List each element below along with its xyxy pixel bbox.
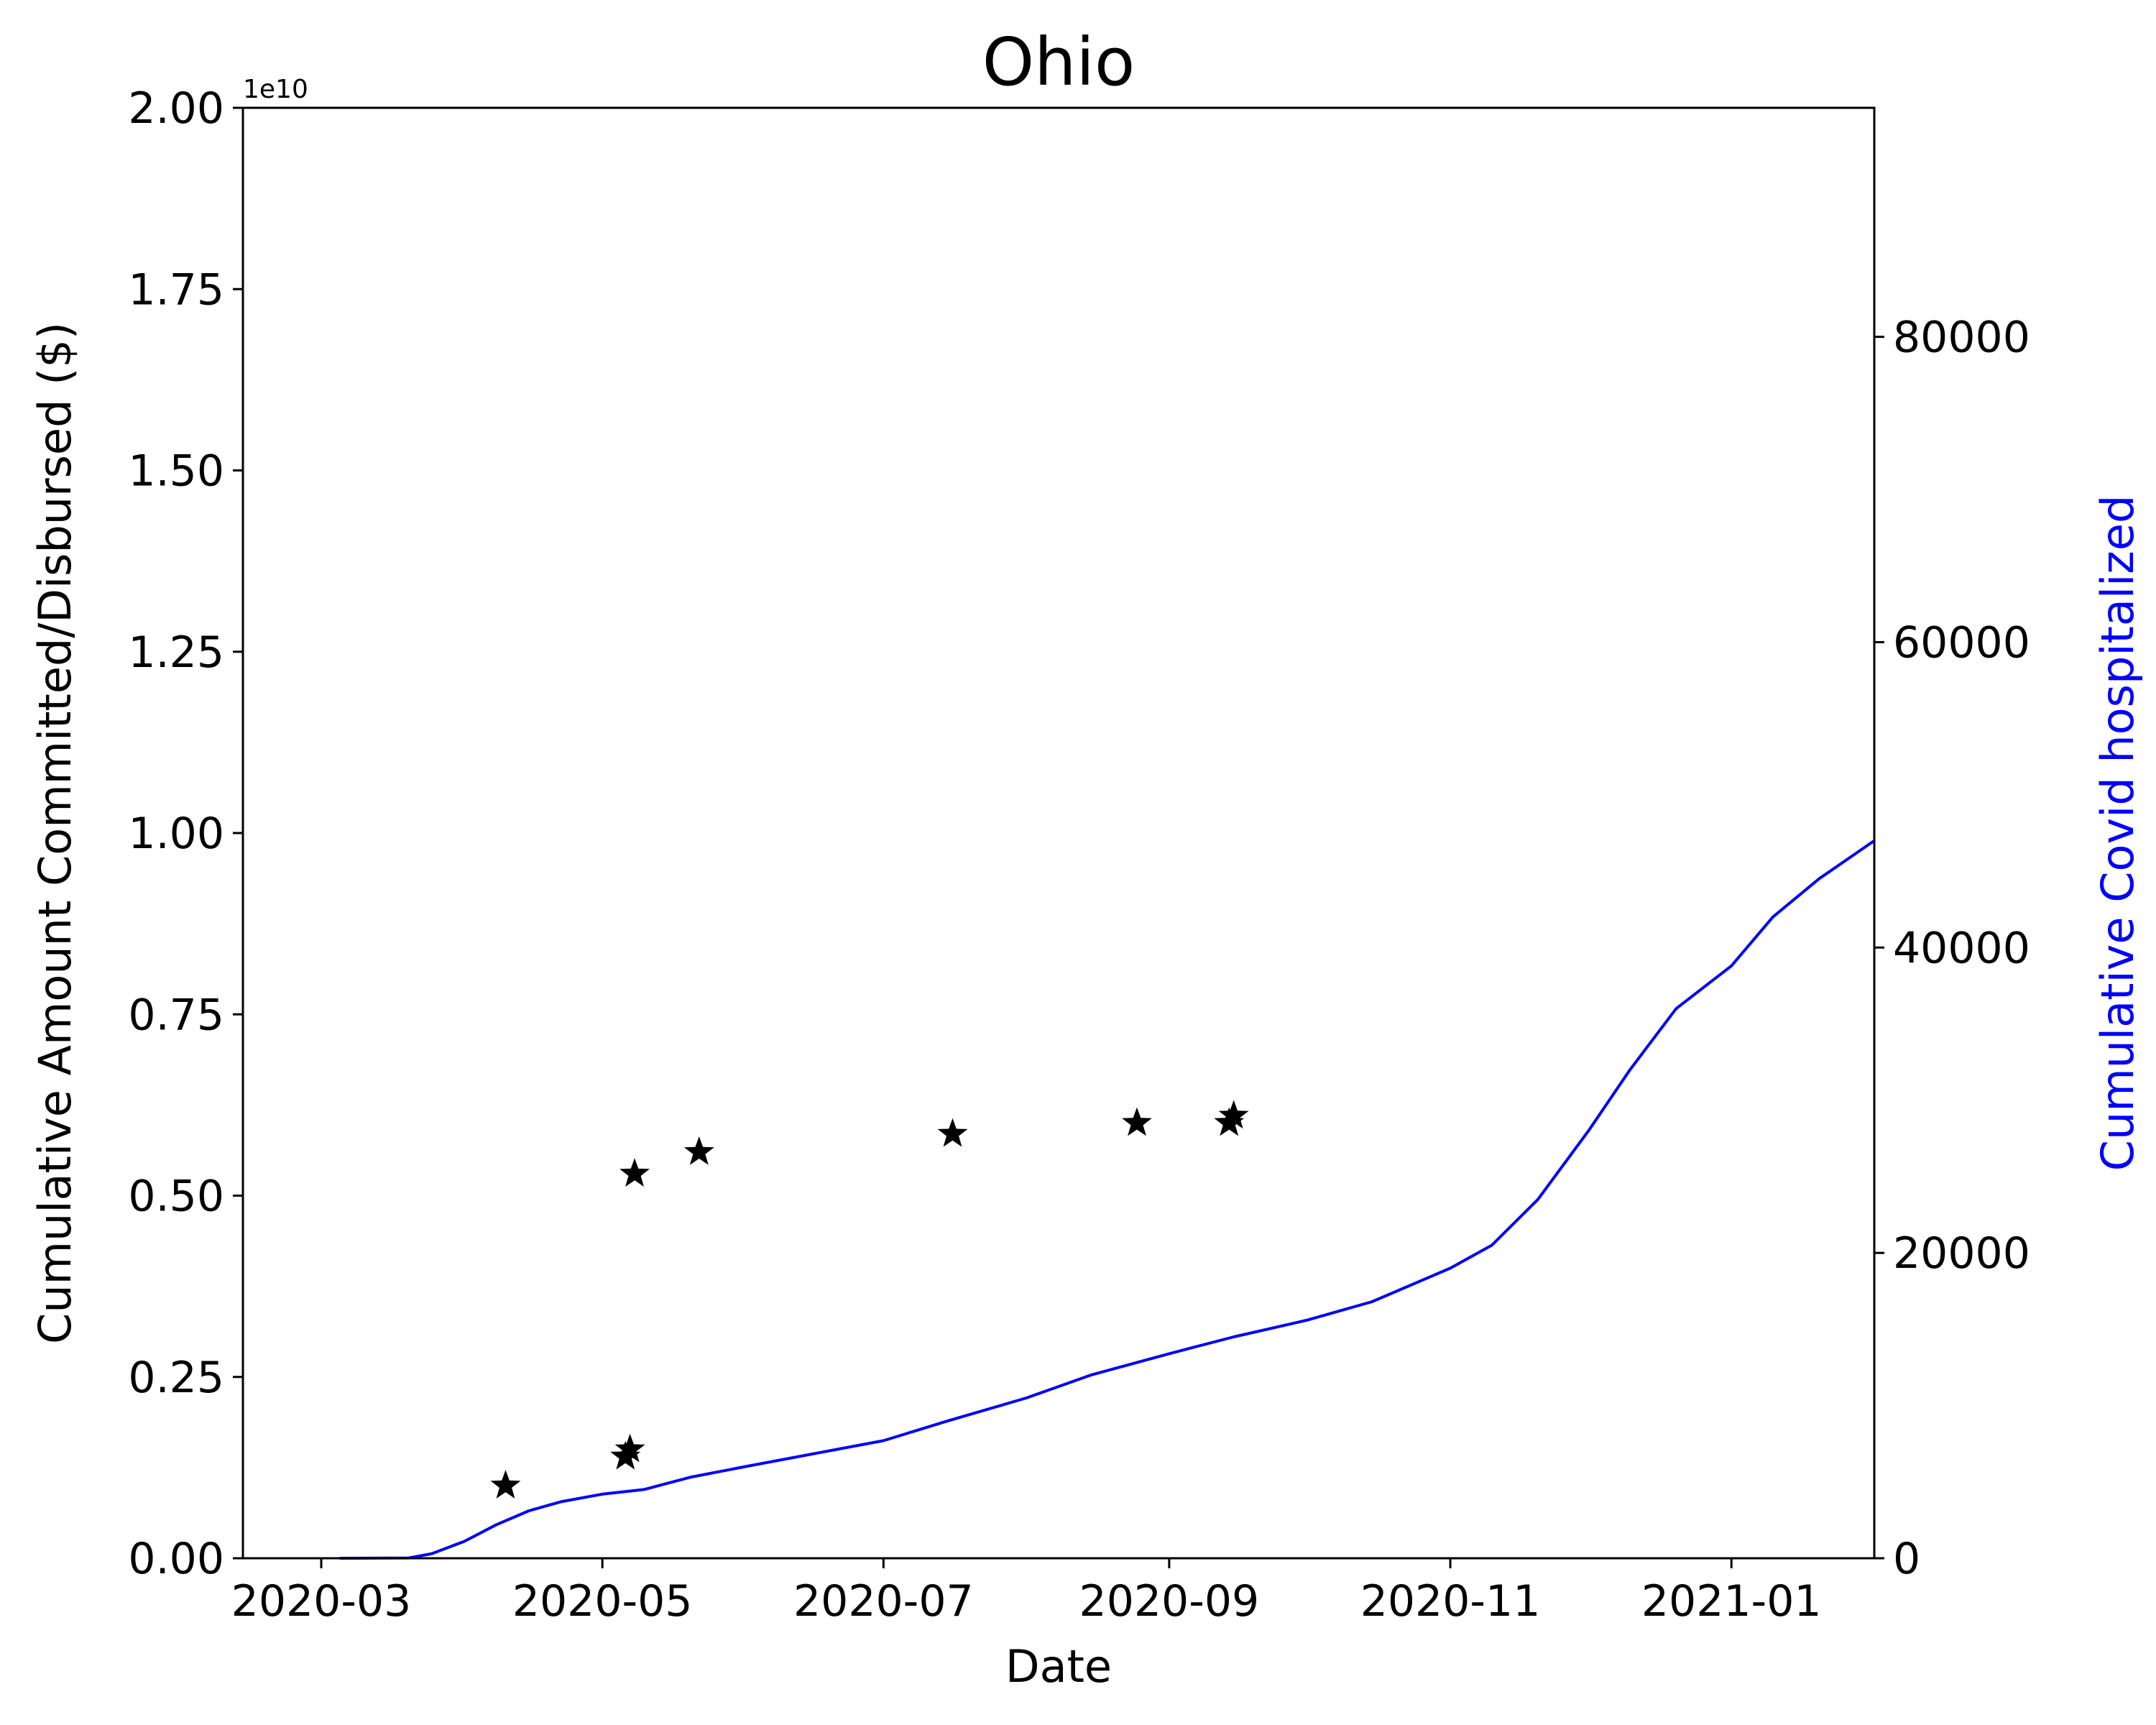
y-left-tick-label: 1.75 <box>128 264 224 315</box>
y-left-tick-label: 0.75 <box>128 990 224 1040</box>
funding-point-star <box>490 1470 521 1499</box>
y-axis-right-title: Cumulative Covid hospitalized <box>2091 495 2144 1172</box>
y-left-tick-label: 0.25 <box>128 1353 224 1403</box>
x-axis: 2020-03 2020-05 2020-07 2020-09 2020-11 2021-… <box>231 1558 1822 1627</box>
chart-title: Ohio <box>982 24 1135 101</box>
y-left-tick-label: 0.00 <box>128 1534 224 1584</box>
y-right-tick-label: 20000 <box>1893 1228 2030 1279</box>
hospitalized-line <box>339 839 1876 1560</box>
y-right-tick-label: 0 <box>1893 1534 1920 1584</box>
x-axis-title: Date <box>1005 1640 1112 1693</box>
x-tick-label: 2020-07 <box>793 1576 974 1627</box>
y-axis-left-title: Cumulative Amount Committed/Disbursed ($… <box>29 322 81 1344</box>
y-right-tick-label: 80000 <box>1893 313 2030 363</box>
x-tick-label: 2020-09 <box>1079 1576 1260 1627</box>
y-axis-right: 0 20000 40000 60000 80000 <box>1874 313 2030 1584</box>
left-axis-offset-label: 1e10 <box>243 75 308 104</box>
x-tick-label: 2020-03 <box>231 1576 412 1627</box>
y-right-tick-label: 60000 <box>1893 617 2030 668</box>
funding-series <box>490 1100 1249 1499</box>
y-right-tick-label: 40000 <box>1893 923 2030 973</box>
funding-point-star <box>937 1118 968 1147</box>
y-left-tick-label: 1.50 <box>128 446 224 497</box>
y-left-tick-label: 1.25 <box>128 627 224 678</box>
funding-point-star <box>1122 1107 1152 1136</box>
funding-point-star <box>1218 1100 1249 1129</box>
y-left-tick-label: 2.00 <box>128 83 224 134</box>
x-tick-label: 2020-11 <box>1360 1576 1541 1627</box>
funding-point-star <box>619 1158 650 1187</box>
y-axis-left: 0.00 0.25 0.50 0.75 1.00 1.25 1.50 1.75 2.00 <box>128 83 243 1584</box>
x-tick-label: 2021-01 <box>1641 1576 1822 1627</box>
funding-point-star <box>614 1433 645 1463</box>
funding-point-star <box>683 1136 714 1165</box>
y-left-tick-label: 1.00 <box>128 809 224 859</box>
y-left-tick-label: 0.50 <box>128 1172 224 1222</box>
x-tick-label: 2020-05 <box>512 1576 693 1627</box>
hospitalized-series <box>339 839 1876 1560</box>
